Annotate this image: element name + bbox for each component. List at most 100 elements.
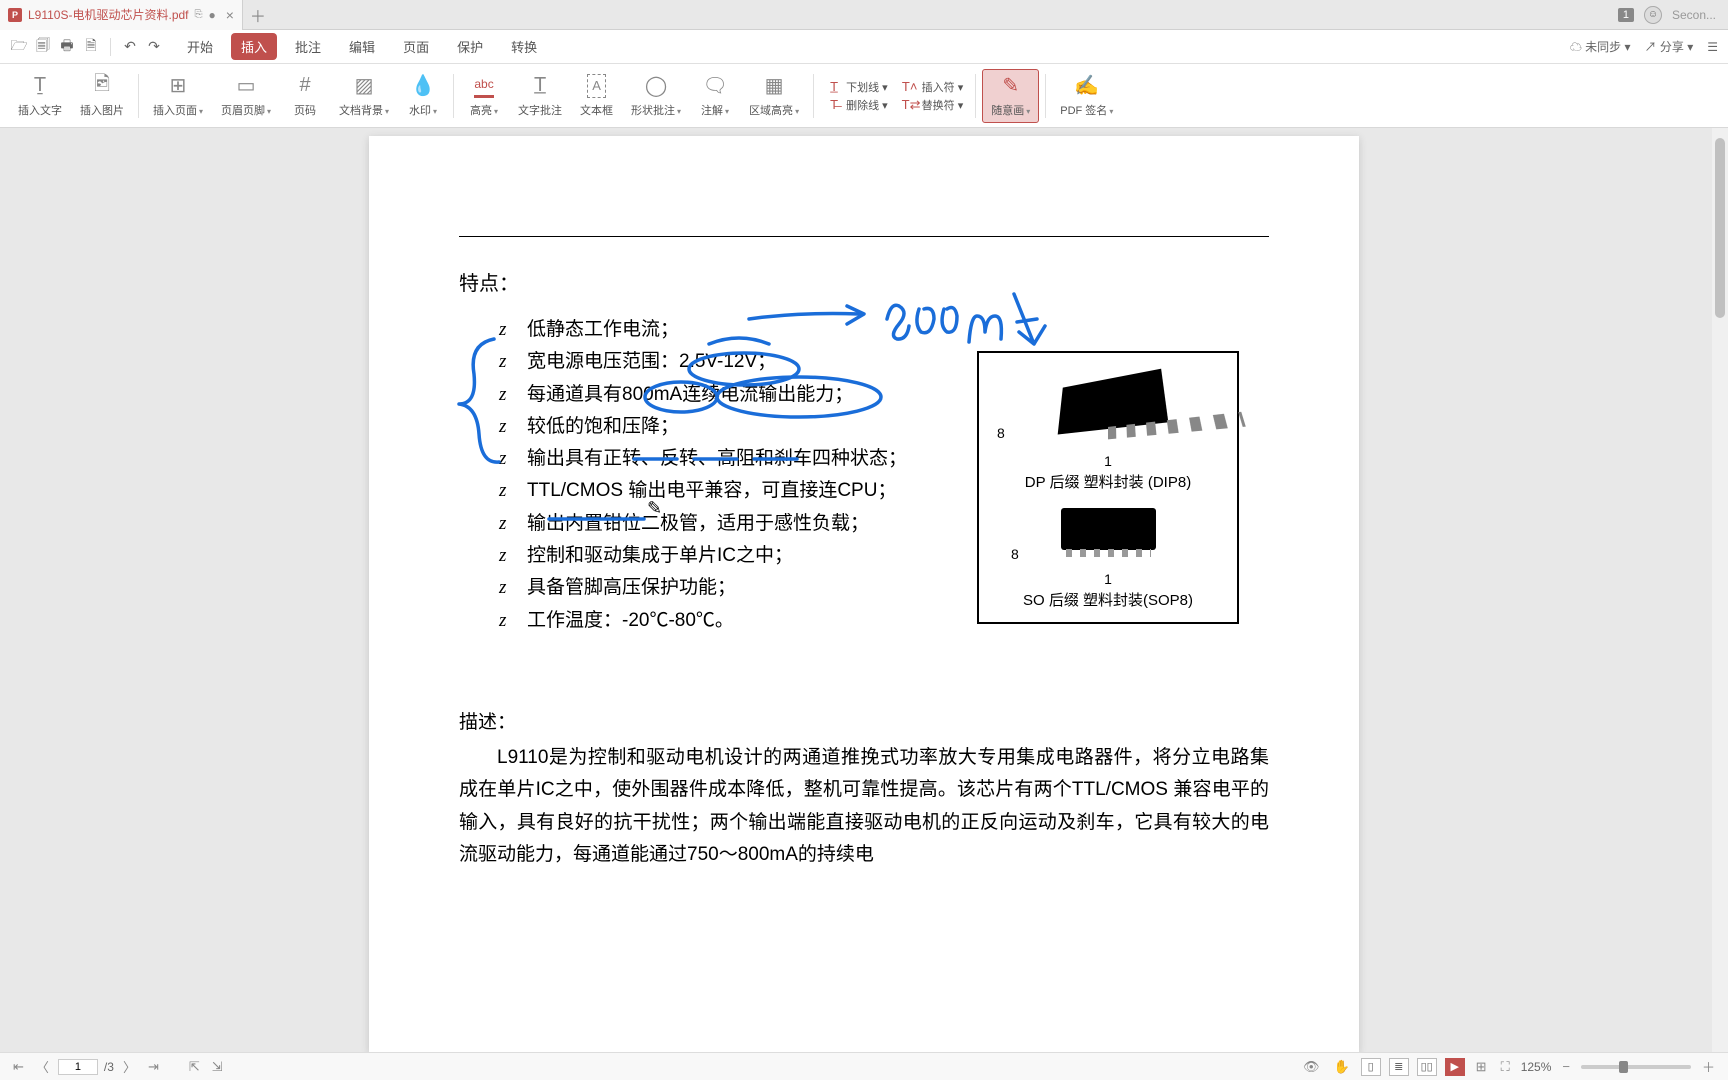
zoom-slider-thumb[interactable] xyxy=(1619,1061,1628,1073)
document-tab[interactable]: P L9110S-电机驱动芯片资料.pdf ⎘ ● × xyxy=(0,0,243,30)
separator xyxy=(1045,74,1046,118)
pin-label-1: 1 xyxy=(1104,571,1112,587)
text-annotate-button[interactable]: T̲文字批注 xyxy=(510,70,570,122)
separator xyxy=(453,74,454,118)
underline-button[interactable]: T̲下划线 ▾ xyxy=(826,79,888,95)
background-button[interactable]: ▨文档背景 xyxy=(331,70,397,122)
record-button[interactable]: ▶ xyxy=(1445,1058,1465,1076)
document-viewport[interactable]: 特点： 低静态工作电流； 宽电源电压范围：2.5V-12V； 每通道具有800m… xyxy=(0,128,1728,1052)
pdf-sign-button[interactable]: ✍PDF 签名 xyxy=(1052,70,1121,122)
pin-label-8: 8 xyxy=(997,425,1005,441)
pdf-page: 特点： 低静态工作电流； 宽电源电压范围：2.5V-12V； 每通道具有800m… xyxy=(369,136,1359,1052)
freehand-draw-button[interactable]: ✎随意画 xyxy=(982,69,1039,123)
insert-mark-button[interactable]: T˄插入符 ▾ xyxy=(902,79,964,95)
sop8-image: 8 1 xyxy=(987,508,1229,583)
menu-more-icon[interactable]: ☰ xyxy=(1707,40,1718,54)
single-page-view-icon[interactable]: ▯ xyxy=(1361,1058,1381,1076)
highlight-button[interactable]: abc高亮 xyxy=(460,70,508,122)
sync-status[interactable]: ☁ 未同步 ▾ xyxy=(1570,38,1631,55)
page-number-input[interactable] xyxy=(58,1059,98,1075)
feature-item: 具备管脚高压保护功能； xyxy=(499,572,929,604)
chip-package-diagram: 8 1 DP 后缀 塑料封装 (DIP8) 8 1 SO 后缀 塑料封装(SOP… xyxy=(977,351,1239,624)
scrollbar-thumb[interactable] xyxy=(1715,138,1725,318)
insert-page-button[interactable]: ⊞插入页面 xyxy=(145,70,211,122)
menu-start[interactable]: 开始 xyxy=(177,33,223,60)
feature-item: 工作温度：-20℃-80℃。 xyxy=(499,605,929,637)
hand-icon[interactable]: ✋ xyxy=(1330,1059,1352,1075)
header-footer-button[interactable]: ▭页眉页脚 xyxy=(213,70,279,122)
zoom-in-icon[interactable]: ＋ xyxy=(1699,1057,1718,1076)
area-highlight-button[interactable]: ▦区域高亮 xyxy=(741,70,807,122)
description-body: L9110是为控制和驱动电机设计的两通道推挽式功率放大专用集成电路器件，将分立电… xyxy=(459,742,1269,871)
divider xyxy=(110,38,111,56)
page-navigation: ⇤ 〈 /3 〉 ⇥ ⇱ ⇲ xyxy=(10,1057,226,1076)
feature-item: 控制和驱动集成于单片IC之中； xyxy=(499,540,929,572)
menu-annotate[interactable]: 批注 xyxy=(285,33,331,60)
pin-label-1: 1 xyxy=(1104,453,1112,469)
two-page-view-icon[interactable]: ▯▯ xyxy=(1417,1058,1437,1076)
prev-page-icon[interactable]: 〈 xyxy=(33,1057,52,1076)
watermark-button[interactable]: 💧水印 xyxy=(399,70,447,122)
notification-badge[interactable]: 1 xyxy=(1618,8,1634,22)
fit-width-icon[interactable]: ⇱ xyxy=(186,1059,203,1075)
shape-annotate-button[interactable]: ◯形状批注 xyxy=(623,70,689,122)
feature-item: 宽电源电压范围：2.5V-12V； xyxy=(499,346,929,378)
menu-tabs: 开始 插入 批注 编辑 页面 保护 转换 xyxy=(177,33,547,60)
strikethrough-button[interactable]: T̶删除线 ▾ xyxy=(826,97,888,113)
feature-item: 每通道具有800mA连续电流输出能力； xyxy=(499,379,929,411)
features-heading: 特点： xyxy=(459,267,1269,296)
zoom-slider[interactable] xyxy=(1581,1065,1691,1069)
separator xyxy=(975,74,976,118)
close-icon[interactable]: × xyxy=(226,7,234,23)
export-icon[interactable]: 🗎 xyxy=(82,38,100,56)
insert-text-button[interactable]: Ṯ插入文字 xyxy=(10,70,70,122)
dip8-image: 8 1 xyxy=(987,375,1229,465)
eye-icon[interactable]: 👁 xyxy=(1300,1059,1323,1075)
insert-image-button[interactable]: 🖻插入图片 xyxy=(72,70,132,122)
pen-cursor-icon: ✎ xyxy=(647,498,662,519)
fit-page-icon[interactable]: ⇲ xyxy=(209,1059,226,1075)
menu-page[interactable]: 页面 xyxy=(393,33,439,60)
thumbnail-icon[interactable]: ⊞ xyxy=(1473,1059,1490,1075)
continuous-view-icon[interactable]: ≣ xyxy=(1389,1058,1409,1076)
text-style-group-2: T˄插入符 ▾ T⇄替换符 ▾ xyxy=(896,79,970,113)
tab-filename: L9110S-电机驱动芯片资料.pdf xyxy=(28,6,189,23)
pin-icon[interactable]: ⎘ xyxy=(195,9,203,20)
new-tab-button[interactable]: ＋ xyxy=(243,3,273,27)
first-page-icon[interactable]: ⇤ xyxy=(10,1059,27,1075)
page-number-button[interactable]: #页码 xyxy=(281,70,329,122)
feature-item: 较低的饱和压降； xyxy=(499,411,929,443)
horizontal-rule xyxy=(459,236,1269,237)
text-style-group-1: T̲下划线 ▾ T̶删除线 ▾ xyxy=(820,79,894,113)
menu-convert[interactable]: 转换 xyxy=(501,33,547,60)
vertical-scrollbar[interactable] xyxy=(1712,128,1728,1052)
zoom-out-icon[interactable]: − xyxy=(1559,1059,1573,1074)
textbox-button[interactable]: A文本框 xyxy=(572,70,621,122)
feature-item: 输出具有正转、反转、高阻和刹车四种状态； xyxy=(499,443,929,475)
menu-bar: 🗁 🗐 🖶 🗎 ↶ ↷ 开始 插入 批注 编辑 页面 保护 转换 ☁ 未同步 ▾… xyxy=(0,30,1728,64)
save-icon[interactable]: 🗐 xyxy=(34,38,52,56)
last-page-icon[interactable]: ⇥ xyxy=(145,1059,162,1075)
menu-edit[interactable]: 编辑 xyxy=(339,33,385,60)
sop-caption: SO 后缀 塑料封装(SOP8) xyxy=(987,589,1229,610)
menu-protect[interactable]: 保护 xyxy=(447,33,493,60)
fullscreen-icon[interactable]: ⛶ xyxy=(1498,1059,1513,1075)
account-label[interactable]: Secon... xyxy=(1672,8,1716,22)
share-button[interactable]: ↗ 分享 ▾ xyxy=(1645,38,1694,55)
tab-modified-dot: ● xyxy=(209,8,216,22)
zoom-level: 125% xyxy=(1521,1060,1552,1074)
undo-icon[interactable]: ↶ xyxy=(121,38,139,56)
next-page-icon[interactable]: 〉 xyxy=(120,1057,139,1076)
print-icon[interactable]: 🖶 xyxy=(58,38,76,56)
open-folder-icon[interactable]: 🗁 xyxy=(10,38,28,56)
dip-caption: DP 后缀 塑料封装 (DIP8) xyxy=(987,471,1229,492)
menu-insert[interactable]: 插入 xyxy=(231,33,277,60)
feature-item: 输出内置钳位二极管，适用于感性负载； xyxy=(499,508,929,540)
avatar[interactable]: ☺ xyxy=(1644,6,1662,24)
comment-button[interactable]: 🗨注解 xyxy=(691,70,739,122)
redo-icon[interactable]: ↷ xyxy=(145,38,163,56)
feature-item: TTL/CMOS 输出电平兼容，可直接连CPU； xyxy=(499,475,929,507)
status-bar: ⇤ 〈 /3 〉 ⇥ ⇱ ⇲ 👁 ✋ ▯ ≣ ▯▯ ▶ ⊞ ⛶ 125% − ＋ xyxy=(0,1052,1728,1080)
replace-mark-button[interactable]: T⇄替换符 ▾ xyxy=(902,97,964,113)
pdf-icon: P xyxy=(8,8,22,22)
